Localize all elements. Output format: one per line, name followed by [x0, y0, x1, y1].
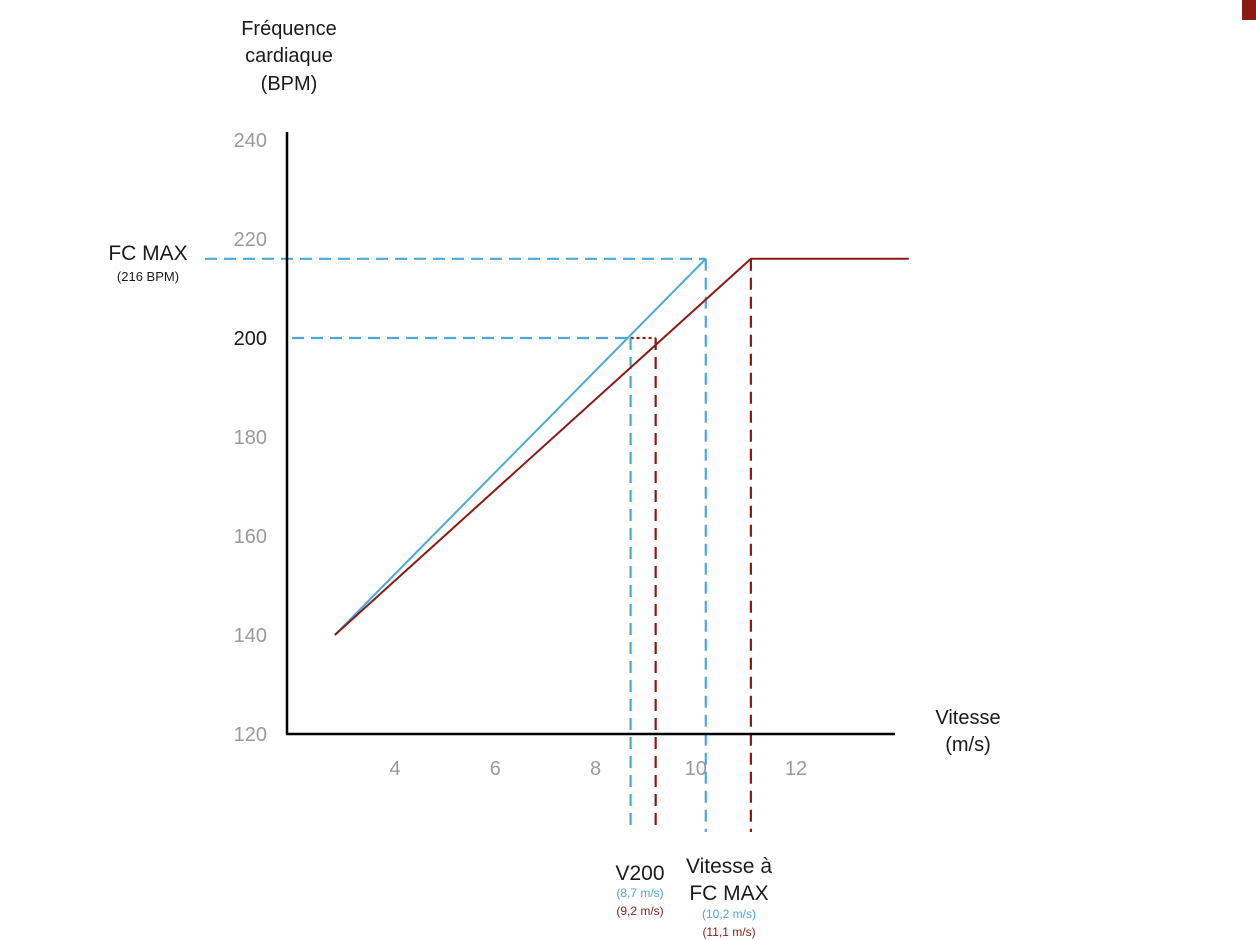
y-axis-title-line-2: cardiaque [245, 45, 333, 67]
x-axis-title-line-1: Vitesse [935, 707, 1000, 729]
vfcmax-label-line-1: Vitesse à [686, 855, 772, 878]
x-tick-labels: 4 6 8 10 12 [389, 758, 807, 780]
vfcmax-blue-value: (10,2 m/s) [702, 907, 756, 921]
x-tick-label: 10 [685, 758, 707, 780]
x-tick-label: 4 [389, 758, 400, 780]
y-tick-label: 240 [234, 130, 267, 152]
fc-max-label: FC MAX [108, 242, 187, 265]
corner-accent-mark [1242, 0, 1256, 20]
y-tick-label: 220 [234, 229, 267, 251]
y-tick-label: 160 [234, 526, 267, 548]
vfcmax-red-value: (11,1 m/s) [702, 925, 755, 939]
x-axis-title-line-2: (m/s) [945, 734, 991, 756]
v200-blue-value: (8,7 m/s) [616, 886, 663, 900]
y-tick-labels: 120 140 160 180 200 220 240 [234, 130, 267, 746]
y-axis-title-line-1: Fréquence [241, 18, 337, 40]
v200-label: V200 [615, 862, 664, 885]
vfcmax-label-line-2: FC MAX [689, 882, 768, 905]
y-axis-title-line-3: (BPM) [261, 73, 318, 95]
series-line-red [334, 257, 909, 636]
x-tick-label: 12 [785, 758, 807, 780]
y-tick-label-200: 200 [234, 328, 267, 350]
fc-max-value: (216 BPM) [117, 269, 179, 284]
y-tick-label: 140 [234, 625, 267, 647]
v200-red-value: (9,2 m/s) [616, 904, 663, 918]
series-line-blue [334, 258, 707, 636]
y-tick-label: 120 [234, 724, 267, 746]
y-tick-label: 180 [234, 427, 267, 449]
x-tick-label: 6 [490, 758, 501, 780]
x-tick-label: 8 [590, 758, 601, 780]
